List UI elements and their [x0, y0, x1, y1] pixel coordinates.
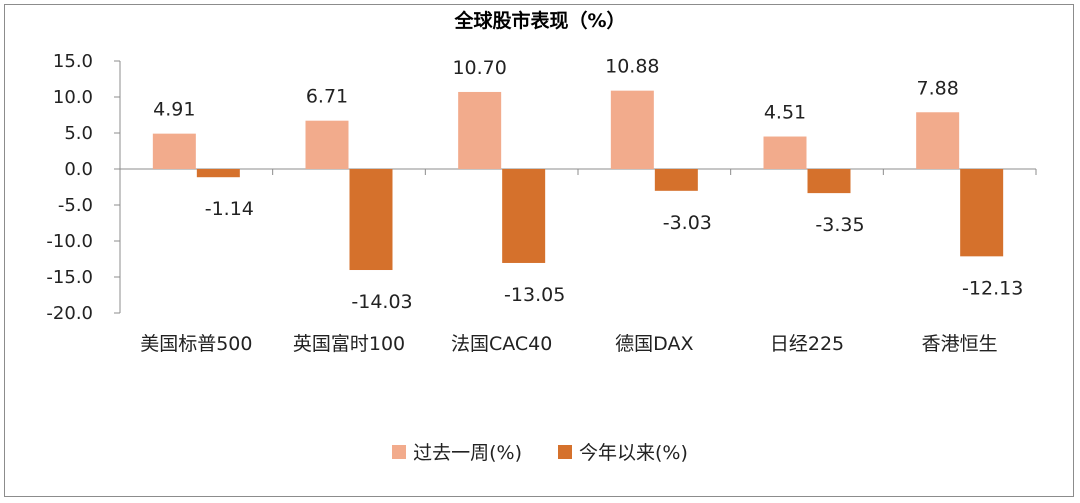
- y-tick-label: 10.0: [53, 87, 93, 108]
- category-label: 法国CAC40: [451, 333, 552, 355]
- y-tick-label: -10.0: [46, 231, 93, 252]
- y-tick-label: 5.0: [64, 123, 93, 144]
- bar-ytd: [960, 169, 1004, 257]
- axes: 15.0 10.0 5.0 0.0 -5.0 -10.0 -15.0 -20.0 美国标普500…: [46, 51, 1037, 355]
- bar-ytd: [807, 169, 851, 194]
- y-tick-label: -15.0: [46, 267, 93, 288]
- legend-label-ytd: 今年以来(%): [579, 442, 688, 464]
- bar-weekly: [763, 136, 807, 169]
- data-label: 10.70: [452, 57, 506, 79]
- bar-weekly: [458, 91, 502, 169]
- category-label: 英国富时100: [293, 333, 405, 355]
- data-label: 10.88: [605, 56, 659, 78]
- legend: 过去一周(%) 今年以来(%): [0, 438, 1080, 465]
- data-label: -3.35: [815, 214, 864, 236]
- legend-label-weekly: 过去一周(%): [413, 442, 522, 464]
- bar-weekly: [610, 90, 654, 169]
- bar-weekly: [305, 120, 349, 169]
- bar-chart: 15.0 10.0 5.0 0.0 -5.0 -10.0 -15.0 -20.0 美国标普500…: [46, 51, 1037, 355]
- data-label: -1.14: [205, 198, 254, 220]
- bar-ytd: [349, 169, 393, 271]
- bar-ytd: [196, 169, 240, 178]
- chart-title: 全球股市表现（%）: [454, 10, 626, 32]
- legend-item-ytd: 今年以来(%): [558, 438, 688, 465]
- category-label: 美国标普500: [140, 333, 252, 355]
- data-label: 6.71: [306, 86, 348, 108]
- y-tick-label: 15.0: [53, 51, 93, 72]
- legend-swatch-ytd: [558, 444, 572, 459]
- data-labels: 4.91 6.71 10.70 10.88 4.51 7.88 -1.14 -14.03 -13…: [153, 56, 1023, 313]
- legend-item-weekly: 过去一周(%): [392, 438, 522, 465]
- y-tick-label: -5.0: [58, 195, 93, 216]
- bar-weekly: [152, 133, 196, 169]
- data-label: -14.03: [351, 291, 412, 313]
- data-label: -3.03: [663, 212, 712, 234]
- bar-ytd: [502, 169, 546, 263]
- y-tick-label: 0.0: [64, 159, 93, 180]
- chart-frame: [4, 4, 1074, 497]
- category-label: 德国DAX: [615, 333, 693, 355]
- category-label: 日经225: [770, 333, 844, 355]
- y-tick-label: -20.0: [46, 303, 93, 324]
- bar-ytd: [654, 169, 698, 191]
- data-label: 4.91: [153, 99, 195, 121]
- bar-weekly: [916, 112, 960, 169]
- data-label: 7.88: [917, 77, 959, 99]
- data-label: -12.13: [962, 277, 1023, 299]
- data-label: 4.51: [764, 102, 806, 124]
- data-label: -13.05: [504, 284, 565, 306]
- category-label: 香港恒生: [922, 333, 998, 355]
- bars: [152, 90, 1004, 271]
- legend-swatch-weekly: [392, 444, 407, 459]
